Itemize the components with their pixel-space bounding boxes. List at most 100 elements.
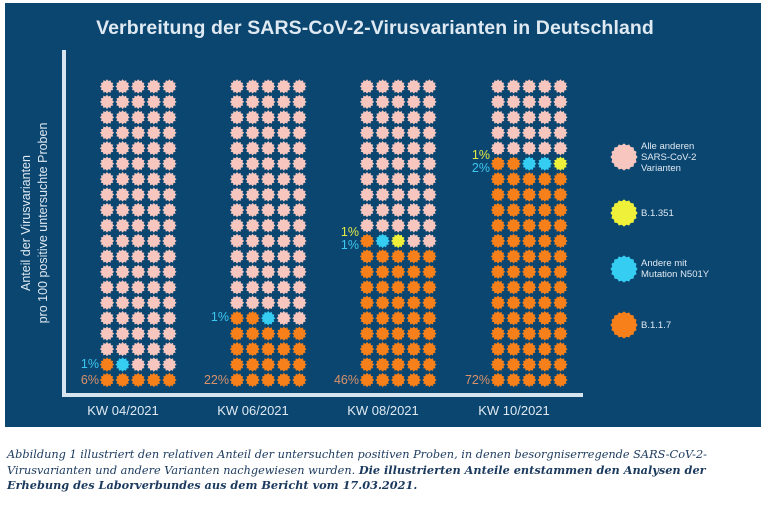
waffle-dot-other	[261, 218, 276, 233]
waffle-dot-other	[99, 125, 115, 140]
waffle-dot-other	[422, 79, 437, 94]
percent-label-n501y: 1%	[80, 356, 99, 371]
waffle-dot-b117	[553, 202, 568, 218]
waffle-dot-n501y	[522, 156, 537, 171]
waffle-dot-other	[537, 125, 552, 140]
waffle-dot-other	[131, 171, 146, 187]
waffle-dot-b117	[522, 249, 537, 264]
waffle-dot-other	[162, 218, 177, 233]
waffle-dot-b117	[553, 326, 568, 341]
waffle-dot-other	[553, 79, 568, 94]
waffle-dot-other	[261, 295, 276, 310]
waffle-dot-other	[261, 79, 276, 94]
waffle-dot-other	[292, 202, 307, 218]
waffle-group	[99, 79, 177, 388]
waffle-dot-other	[115, 94, 130, 110]
waffle-dot-other	[99, 156, 115, 171]
waffle-dot-other	[115, 341, 130, 357]
waffle-dot-other	[391, 202, 406, 218]
waffle-dot-other	[99, 280, 115, 295]
waffle-dot-b117	[245, 326, 260, 341]
waffle-dot-b117	[292, 326, 307, 341]
waffle-dot-other	[553, 125, 568, 140]
waffle-dot-b117	[506, 156, 521, 171]
waffle-dot-other	[99, 341, 115, 357]
x-tick-label: KW 08/2021	[347, 403, 419, 418]
waffle-dot-b117	[490, 233, 506, 249]
waffle-dot-b117	[99, 372, 115, 388]
waffle-dot-other	[162, 311, 177, 326]
waffle-dot-b117	[506, 357, 521, 372]
waffle-dot-other	[131, 79, 146, 94]
waffle-dot-b117	[537, 202, 552, 218]
waffle-dot-b117	[391, 249, 406, 264]
waffle-dot-b117	[162, 372, 177, 388]
legend-label-line: Varianten	[641, 162, 681, 174]
waffle-dot-other	[162, 171, 177, 187]
waffle-dot-other	[261, 280, 276, 295]
waffle-dot-b117	[506, 280, 521, 295]
waffle-dot-b117	[359, 233, 375, 249]
waffle-dot-b117	[490, 372, 506, 388]
waffle-dot-other	[276, 79, 291, 94]
waffle-dot-b117	[553, 280, 568, 295]
waffle-dot-other	[359, 94, 375, 110]
waffle-dot-other	[146, 187, 161, 202]
waffle-dot-other	[391, 94, 406, 110]
waffle-dot-b117	[422, 357, 437, 372]
waffle-dot-other	[146, 341, 161, 357]
waffle-dot-other	[162, 295, 177, 310]
waffle-dot-other	[115, 280, 130, 295]
waffle-dot-other	[261, 156, 276, 171]
waffle-dot-b117	[522, 280, 537, 295]
waffle-dot-b117	[391, 280, 406, 295]
waffle-dot-b117	[506, 264, 521, 280]
waffle-dot-other	[490, 141, 506, 156]
percent-label-b117: 6%	[80, 373, 99, 387]
waffle-dot-b117	[261, 357, 276, 372]
waffle-dot-b117	[292, 372, 307, 388]
waffle-dot-other	[115, 141, 130, 156]
waffle-dot-other	[115, 264, 130, 280]
waffle-dot-other	[406, 125, 421, 140]
waffle-dot-b117	[229, 341, 245, 357]
waffle-dot-b117	[99, 357, 115, 372]
waffle-dot-b117	[506, 233, 521, 249]
legend-label-other: Alle anderen SARS-CoV-2 Varianten	[641, 141, 696, 174]
waffle-dot-other	[115, 295, 130, 310]
waffle-dot-other	[522, 94, 537, 110]
waffle-dot-other	[391, 218, 406, 233]
waffle-dot-other	[406, 187, 421, 202]
waffle-dot-other	[375, 218, 390, 233]
waffle-dot-n501y	[261, 311, 276, 326]
waffle-dot-b1351	[391, 233, 406, 249]
waffle-dot-b117	[537, 357, 552, 372]
waffle-dot-other	[375, 156, 390, 171]
waffle-dot-other	[391, 156, 406, 171]
waffle-dot-other	[261, 187, 276, 202]
waffle-dot-other	[422, 94, 437, 110]
waffle-dot-other	[245, 264, 260, 280]
waffle-dot-b117	[406, 357, 421, 372]
waffle-dot-other	[391, 79, 406, 94]
waffle-dot-other	[292, 280, 307, 295]
waffle-dot-b117	[375, 295, 390, 310]
waffle-dot-other	[490, 79, 506, 94]
waffle-dot-b117	[359, 264, 375, 280]
waffle-dot-other	[131, 264, 146, 280]
waffle-dot-b117	[422, 280, 437, 295]
caption-bold-text: Die illustrierten Anteile entstammen den…	[7, 462, 706, 493]
waffle-dot-other	[276, 171, 291, 187]
waffle-dot-other	[131, 341, 146, 357]
waffle-dot-other	[131, 311, 146, 326]
waffle-dot-b117	[359, 326, 375, 341]
waffle-dot-other	[229, 110, 245, 125]
waffle-dot-other	[162, 326, 177, 341]
waffle-dot-other	[522, 110, 537, 125]
waffle-dot-other	[162, 249, 177, 264]
waffle-dot-b117	[245, 311, 260, 326]
waffle-dot-other	[115, 156, 130, 171]
waffle-dot-other	[245, 79, 260, 94]
waffle-dot-b117	[553, 218, 568, 233]
waffle-dot-other	[229, 249, 245, 264]
